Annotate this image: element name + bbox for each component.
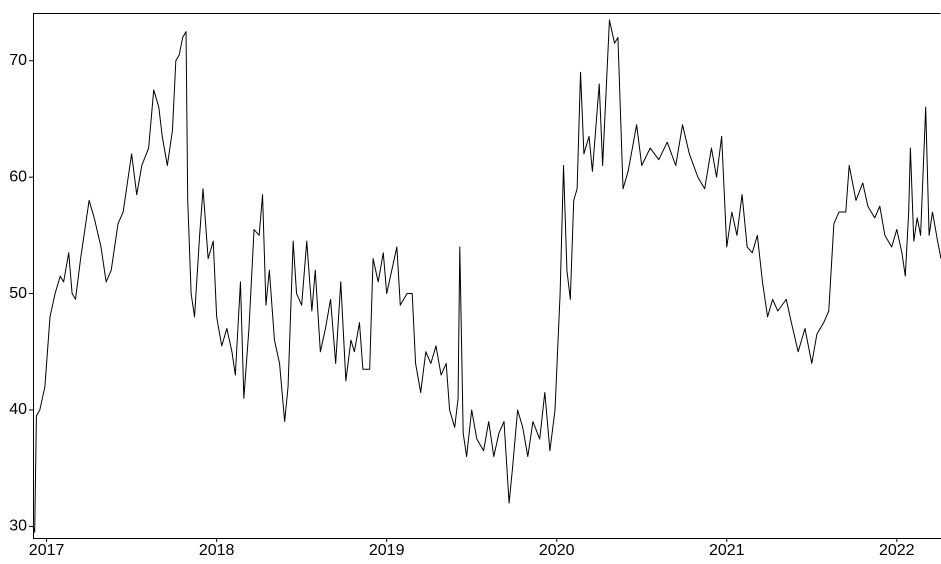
line-series <box>32 19 941 533</box>
x-tick-label: 2020 <box>539 542 575 559</box>
plot-frame <box>33 13 941 539</box>
x-tick-label: 2022 <box>879 542 915 559</box>
y-tick-label: 60 <box>9 168 27 185</box>
y-tick-label: 70 <box>9 52 27 69</box>
y-tick-label: 30 <box>9 518 27 535</box>
x-tick-label: 2017 <box>29 542 65 559</box>
x-tick-label: 2019 <box>369 542 405 559</box>
x-tick-label: 2018 <box>199 542 235 559</box>
x-tick-label: 2021 <box>709 542 745 559</box>
y-tick-label: 50 <box>9 285 27 302</box>
y-tick-label: 40 <box>9 401 27 418</box>
